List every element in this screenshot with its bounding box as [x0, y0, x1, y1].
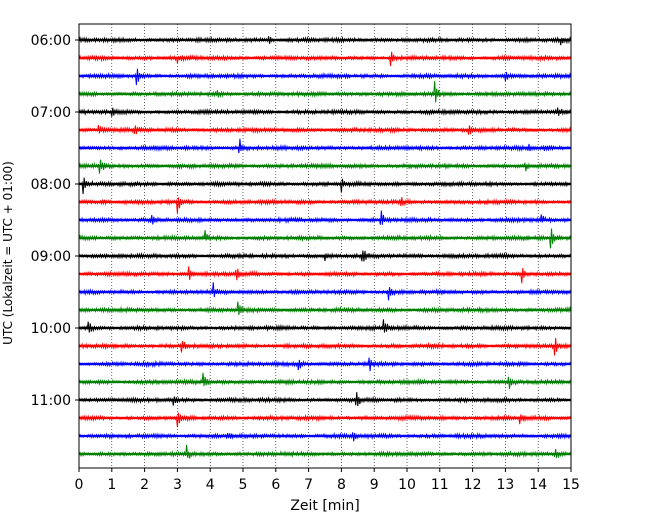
y-axis-ticks: 06:00 07:00 08:00 09:00 10:00 11:00 [31, 33, 79, 409]
x-tick-label: 0 [75, 477, 84, 493]
trace-1045 [78, 372, 572, 389]
trace-0815 [78, 197, 572, 214]
x-axis-label: Zeit [min] [290, 498, 359, 514]
x-axis-ticks: 0 1 2 3 4 5 6 7 8 9 10 11 12 13 14 15 [75, 468, 580, 493]
trace-0830 [78, 210, 572, 225]
x-tick-label: 10 [398, 477, 416, 493]
y-tick-label: 08:00 [31, 177, 71, 193]
trace-1115 [78, 412, 572, 428]
y-axis-label: UTC (Lokalzeit = UTC + 01:00) [1, 161, 15, 345]
plot-frame [78, 23, 572, 469]
trace-0945 [78, 301, 572, 315]
trace-0730 [78, 138, 572, 154]
x-tick-label: 6 [271, 477, 280, 493]
x-tick-label: 5 [239, 477, 248, 493]
trace-0645 [78, 81, 572, 103]
x-tick-label: 8 [337, 477, 346, 493]
x-tick-label: 12 [464, 477, 482, 493]
y-tick-label: 06:00 [31, 33, 71, 49]
x-tick-label: 1 [107, 477, 116, 493]
x-tick-label: 7 [304, 477, 313, 493]
seismic-traces [78, 35, 572, 459]
trace-1000 [78, 319, 572, 333]
x-tick-label: 3 [173, 477, 182, 493]
trace-0800 [78, 177, 572, 195]
x-tick-label: 9 [370, 477, 379, 493]
trace-1130 [78, 431, 572, 442]
x-tick-label: 13 [496, 477, 514, 493]
trace-1145 [78, 444, 572, 459]
x-tick-label: 15 [562, 477, 580, 493]
trace-0900 [78, 250, 572, 262]
grid-lines [111, 24, 539, 468]
x-tick-label: 14 [529, 477, 547, 493]
y-tick-label: 07:00 [31, 105, 71, 121]
x-tick-label: 4 [206, 477, 215, 493]
x-tick-label: 2 [140, 477, 149, 493]
y-tick-label: 10:00 [31, 321, 71, 337]
x-tick-label: 11 [431, 477, 449, 493]
y-tick-label: 09:00 [31, 249, 71, 265]
y-tick-label: 11:00 [31, 393, 71, 409]
